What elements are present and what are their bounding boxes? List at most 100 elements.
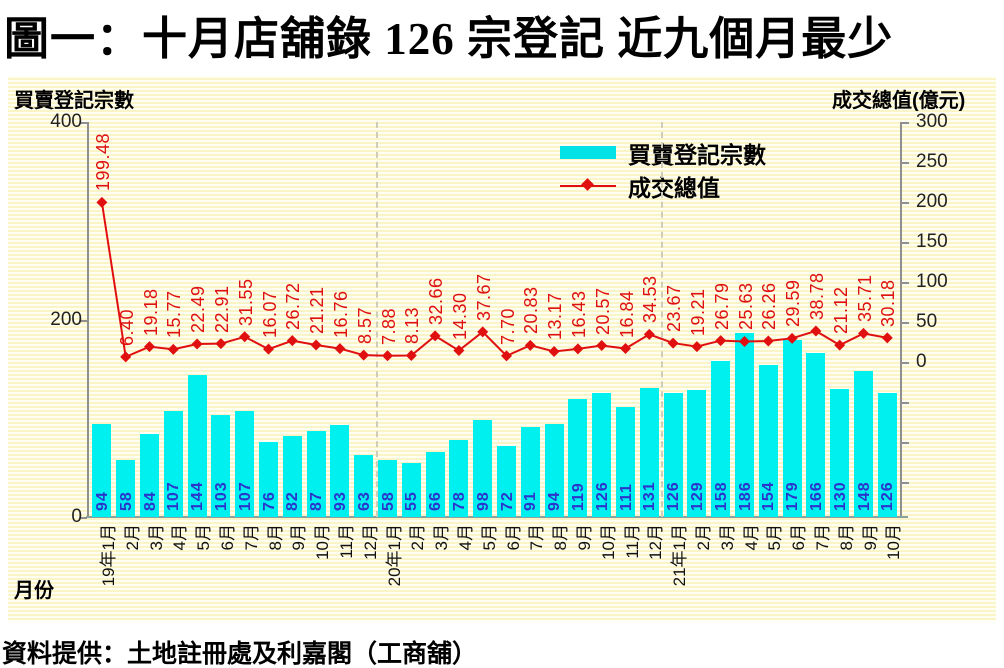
line-value-label: 22.49 bbox=[188, 285, 209, 333]
page-title: 圖一：十月店舖錄 126 宗登記 近九個月最少 bbox=[4, 14, 894, 64]
bar-value-label: 91 bbox=[522, 491, 540, 511]
bar bbox=[663, 392, 683, 517]
x-tick-label: 6月 bbox=[217, 524, 237, 551]
bar bbox=[92, 424, 112, 517]
line-value-label: 20.57 bbox=[592, 286, 613, 335]
bar bbox=[830, 388, 850, 517]
left-axis-tick-label: 200 bbox=[50, 308, 82, 330]
line-value-label: 26.79 bbox=[711, 282, 732, 330]
bar bbox=[354, 454, 374, 517]
bar bbox=[306, 431, 326, 517]
x-tick-label: 6月 bbox=[789, 524, 809, 551]
x-tick-label: 5月 bbox=[194, 524, 214, 551]
line-value-label: 31.55 bbox=[235, 278, 256, 326]
line-value-label: 19.18 bbox=[140, 288, 161, 336]
line-value-label: 32.66 bbox=[426, 277, 447, 325]
bar-value-label: 148 bbox=[855, 481, 873, 511]
bar bbox=[854, 370, 873, 517]
left-axis-tickmark bbox=[80, 122, 87, 124]
right-axis-tick-label: 200 bbox=[916, 191, 948, 212]
x-tick-label: 20年1月 bbox=[384, 524, 404, 587]
bar-value-label: 94 bbox=[546, 491, 564, 511]
x-tick-label: 5月 bbox=[479, 524, 499, 551]
bar-value-label: 126 bbox=[879, 481, 897, 511]
x-tick-label: 12月 bbox=[360, 524, 380, 560]
x-tick-label: 3月 bbox=[717, 524, 737, 551]
line-value-label: 20.83 bbox=[521, 286, 542, 335]
x-tick-label: 7月 bbox=[241, 524, 261, 551]
right-axis-tickmark bbox=[902, 202, 909, 204]
bar bbox=[877, 392, 897, 517]
bar bbox=[473, 420, 493, 517]
line-value-label: 13.17 bbox=[545, 292, 566, 341]
bar-value-label: 107 bbox=[165, 481, 183, 511]
line-value-label: 26.26 bbox=[759, 282, 780, 330]
left-axis-title: 買賣登記宗數 bbox=[14, 90, 134, 112]
right-axis-tickmark bbox=[902, 162, 909, 164]
bar-value-label: 78 bbox=[450, 491, 468, 511]
bar bbox=[735, 333, 754, 517]
source-credit: 資料提供：土地註冊處及利嘉閣（工商舖） bbox=[2, 640, 478, 668]
right-axis-tick-label: 100 bbox=[916, 271, 948, 292]
bar-value-label: 131 bbox=[641, 481, 659, 511]
line-value-label: 8.57 bbox=[354, 307, 375, 345]
bar-value-label: 82 bbox=[284, 491, 302, 511]
right-axis-tick-label: 250 bbox=[916, 151, 948, 172]
bar-value-label: 158 bbox=[712, 481, 730, 511]
right-axis-tick-label: 0 bbox=[916, 351, 927, 372]
bar-value-label: 66 bbox=[427, 491, 445, 511]
left-axis-tick-label: 400 bbox=[50, 111, 82, 132]
bar-series-swatch-icon bbox=[560, 146, 616, 159]
bar bbox=[235, 411, 255, 517]
left-axis-line bbox=[87, 122, 89, 517]
x-tick-label: 21年1月 bbox=[670, 524, 690, 587]
bar-value-label: 63 bbox=[355, 491, 373, 511]
left-axis-tickmark bbox=[80, 319, 87, 322]
x-tick-label: 4月 bbox=[741, 524, 761, 551]
right-axis-line bbox=[900, 122, 902, 517]
bar bbox=[259, 441, 278, 517]
bar bbox=[520, 427, 540, 517]
right-axis-tickmark bbox=[902, 242, 909, 244]
x-tick-label: 5月 bbox=[765, 524, 785, 551]
bar bbox=[330, 425, 350, 517]
x-tick-label: 10月 bbox=[884, 524, 904, 560]
line-value-label: 30.18 bbox=[878, 279, 899, 327]
bar-value-label: 94 bbox=[93, 491, 111, 511]
bar-value-label: 119 bbox=[569, 482, 587, 511]
right-axis-minor-tickmark bbox=[902, 442, 909, 444]
line-value-label: 16.76 bbox=[330, 290, 351, 338]
right-axis-tick-label: 50 bbox=[916, 311, 938, 332]
line-value-label: 8.13 bbox=[402, 307, 423, 345]
right-axis-minor-tickmark bbox=[902, 482, 909, 484]
bar bbox=[544, 424, 564, 517]
bar bbox=[401, 462, 421, 517]
bar-value-label: 144 bbox=[189, 481, 207, 511]
bar bbox=[592, 392, 612, 517]
line-value-label: 16.43 bbox=[568, 290, 589, 338]
right-axis-tickmark bbox=[902, 322, 909, 324]
x-tick-label: 8月 bbox=[836, 524, 856, 551]
x-tick-label: 19年1月 bbox=[98, 524, 118, 587]
bar-value-label: 72 bbox=[498, 491, 516, 511]
line-value-label: 26.72 bbox=[283, 282, 304, 330]
line-value-label: 29.59 bbox=[783, 279, 804, 328]
bar bbox=[806, 353, 826, 517]
bar bbox=[449, 439, 469, 517]
right-axis-tickmark bbox=[902, 122, 909, 124]
right-axis-tick-label: 150 bbox=[916, 231, 948, 252]
bar bbox=[116, 459, 136, 517]
bar-value-label: 87 bbox=[308, 491, 326, 511]
legend-item-bars: 買賣登記宗數 bbox=[560, 136, 766, 169]
x-tick-label: 9月 bbox=[289, 524, 309, 551]
bar-value-label: 84 bbox=[141, 491, 159, 511]
line-value-label: 14.30 bbox=[449, 292, 470, 340]
x-tick-label: 6月 bbox=[503, 524, 523, 551]
bar-value-label: 179 bbox=[784, 481, 802, 511]
bar bbox=[639, 387, 659, 517]
x-tick-label: 2月 bbox=[122, 524, 142, 551]
line-series-swatch-icon bbox=[560, 177, 616, 191]
left-axis-tickmark bbox=[80, 517, 87, 519]
line-value-label: 199.48 bbox=[92, 133, 113, 192]
line-value-label: 7.70 bbox=[497, 307, 518, 345]
